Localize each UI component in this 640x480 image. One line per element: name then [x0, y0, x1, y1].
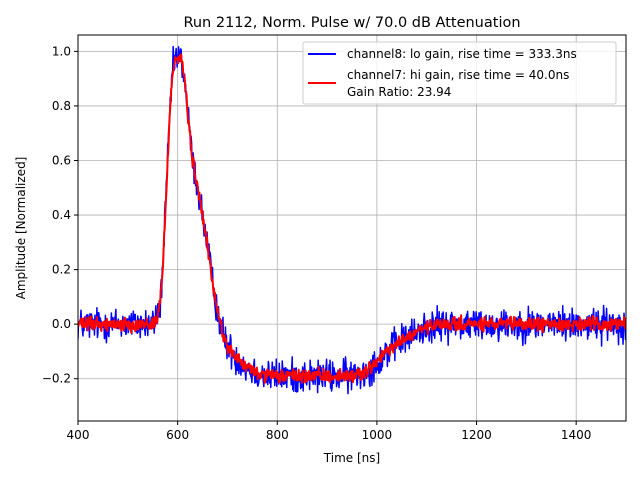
x-tick-label: 800: [266, 428, 289, 442]
y-axis: −0.2 0.0 0.2 0.4 0.6 0.8 1.0: [42, 44, 78, 386]
y-tick-label: −0.2: [42, 372, 71, 386]
x-axis-label: Time [ns]: [323, 451, 380, 465]
grid: [77, 35, 626, 421]
x-tick-label: 1400: [561, 428, 592, 442]
legend-box: [302, 41, 617, 105]
y-tick-label: 0.8: [52, 99, 71, 113]
x-tick-label: 600: [166, 428, 189, 442]
series-layer: [78, 45, 626, 395]
y-tick-label: 0.2: [52, 263, 71, 277]
y-tick-label: 0.4: [52, 208, 71, 222]
series-line-channel7: [78, 53, 626, 384]
legend: channel8: lo gain, rise time = 333.3ns c…: [302, 41, 617, 105]
y-axis-label: Amplitude [Normalized]: [14, 157, 28, 300]
y-tick-label: 1.0: [52, 44, 71, 58]
legend-label-gain-ratio: Gain Ratio: 23.94: [347, 85, 451, 99]
legend-label-channel7: channel7: hi gain, rise time = 40.0ns: [347, 68, 569, 82]
legend-label-channel8: channel8: lo gain, rise time = 333.3ns: [347, 47, 577, 61]
chart-title: Run 2112, Norm. Pulse w/ 70.0 dB Attenua…: [183, 15, 520, 31]
x-tick-label: 1200: [461, 428, 492, 442]
x-axis: 400 600 800 1000 1200 1400: [67, 421, 592, 442]
plot-frame: [77, 34, 627, 422]
y-tick-label: 0.0: [52, 317, 71, 331]
y-tick-label: 0.6: [52, 153, 71, 167]
x-tick-label: 400: [67, 428, 90, 442]
x-tick-label: 1000: [362, 428, 393, 442]
